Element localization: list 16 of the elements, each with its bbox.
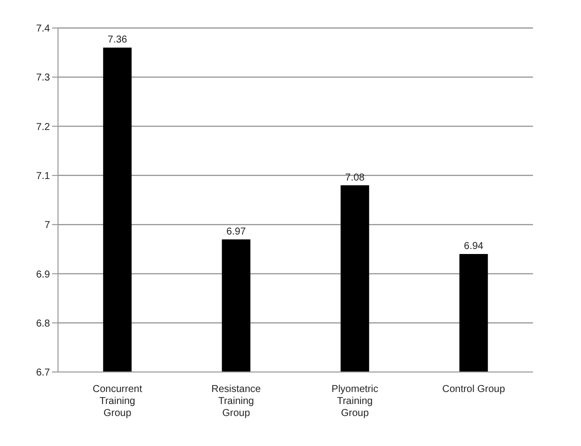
y-tick-label: 7.2: [36, 122, 50, 133]
data-label: 6.97: [226, 226, 246, 238]
data-label: 7.36: [108, 34, 128, 46]
x-tick-label: Concurrent Training Group: [92, 384, 142, 419]
y-tick-label: 7.4: [36, 24, 50, 35]
y-tick-label: 6.8: [36, 318, 50, 330]
y-tick-label: 7.3: [36, 72, 50, 84]
data-label: 6.94: [464, 241, 484, 252]
y-tick-label: 7: [44, 220, 50, 232]
data-label: 7.08: [345, 172, 366, 184]
y-tick-label: 6.9: [36, 269, 50, 280]
y-tick-label: 7.1: [36, 170, 50, 182]
x-tick-label: Control Group: [442, 384, 506, 395]
x-tick-label: Resistance Training Group: [211, 384, 262, 419]
y-tick-label: 6.7: [36, 368, 50, 379]
x-tick-label: Plyometric Training Group: [332, 384, 378, 419]
